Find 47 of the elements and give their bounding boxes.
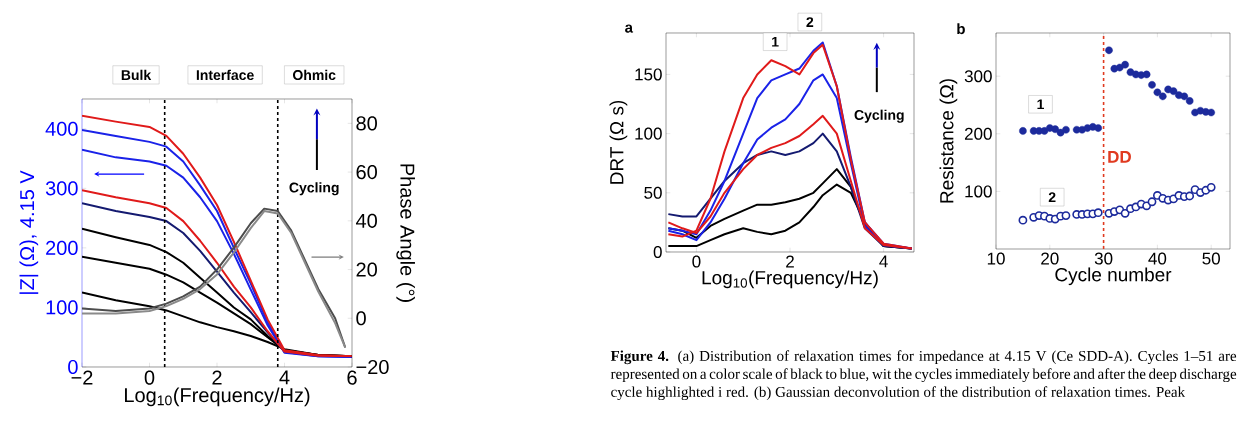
- y2-tick-label: −20: [356, 359, 389, 375]
- y-tick-label: 100: [46, 300, 78, 315]
- x-tick-label: 0: [692, 255, 701, 268]
- y-tick-label: 300: [45, 181, 78, 196]
- x-tick-label: 2: [786, 255, 794, 268]
- x-tick-label: 20: [1041, 252, 1059, 265]
- y-tick-label: 200: [964, 127, 992, 140]
- y-tick-label: 100: [965, 185, 992, 198]
- ref-line-label: DD: [1108, 151, 1131, 163]
- chart-title: a: [625, 24, 634, 33]
- y-axis-title: |Z| (Ω), 4.15 V: [19, 170, 39, 294]
- annotation: 1: [772, 36, 779, 47]
- y-axis-title: Resistance (Ω): [939, 79, 958, 203]
- y-tick-label: 400: [45, 121, 78, 136]
- annotation: Cycling: [289, 182, 339, 196]
- x-tick-label: 6: [347, 370, 357, 385]
- text: Interface: [196, 69, 254, 81]
- annotation: 1: [1037, 99, 1044, 110]
- x-tick-label: 50: [1202, 252, 1220, 265]
- text: Bulk: [121, 69, 152, 81]
- y-tick-label: 150: [635, 68, 662, 81]
- x-axis-title: Cycle number: [1055, 267, 1172, 286]
- y2-axis-title: Phase Angle (°): [396, 164, 415, 302]
- chart-title: b: [957, 23, 965, 35]
- x-tick-label: 40: [1148, 252, 1167, 265]
- y2-tick-label: 80: [356, 116, 377, 131]
- y-tick-label: 200: [46, 240, 78, 255]
- y-tick-label: 50: [644, 186, 662, 199]
- y-axis-title: DRT (Ω s): [609, 100, 628, 184]
- x-axis-title: Log$_{10}$(Frequency/Hz): [125, 387, 310, 407]
- text: 2: [806, 17, 814, 27]
- y2-tick-label: 40: [355, 213, 377, 228]
- text: Ohmic: [293, 69, 336, 81]
- y-tick-label: 100: [635, 127, 662, 140]
- x-tick-label: 4: [879, 255, 888, 268]
- annotation: 2: [1048, 192, 1056, 203]
- annotation: Cycling: [854, 109, 904, 123]
- x-tick-label: 10: [987, 252, 1005, 265]
- y2-tick-label: 0: [356, 311, 366, 326]
- x-tick-label: 30: [1094, 252, 1113, 265]
- y-tick-label: 300: [964, 70, 992, 83]
- x-tick-label: 4: [279, 370, 290, 385]
- x-tick-label: 2: [212, 370, 222, 385]
- y2-tick-label: 60: [356, 165, 377, 180]
- x-axis-title: Log$_{10}$(Frequency/Hz): [702, 270, 878, 289]
- text: Figure 4. (a) Distribution of relaxation times for impedance at 4.15 V (Ce SDD-A). Cycles 1–51 are represented on a color scale of black to blue, wit the cycles immediately before and after the deep discharge cycle highlighted i red. (b) Gaussian deconvolution of the distribution of relaxation times. Peak: [610, 350, 1237, 401]
- x-tick-label: 0: [144, 370, 155, 385]
